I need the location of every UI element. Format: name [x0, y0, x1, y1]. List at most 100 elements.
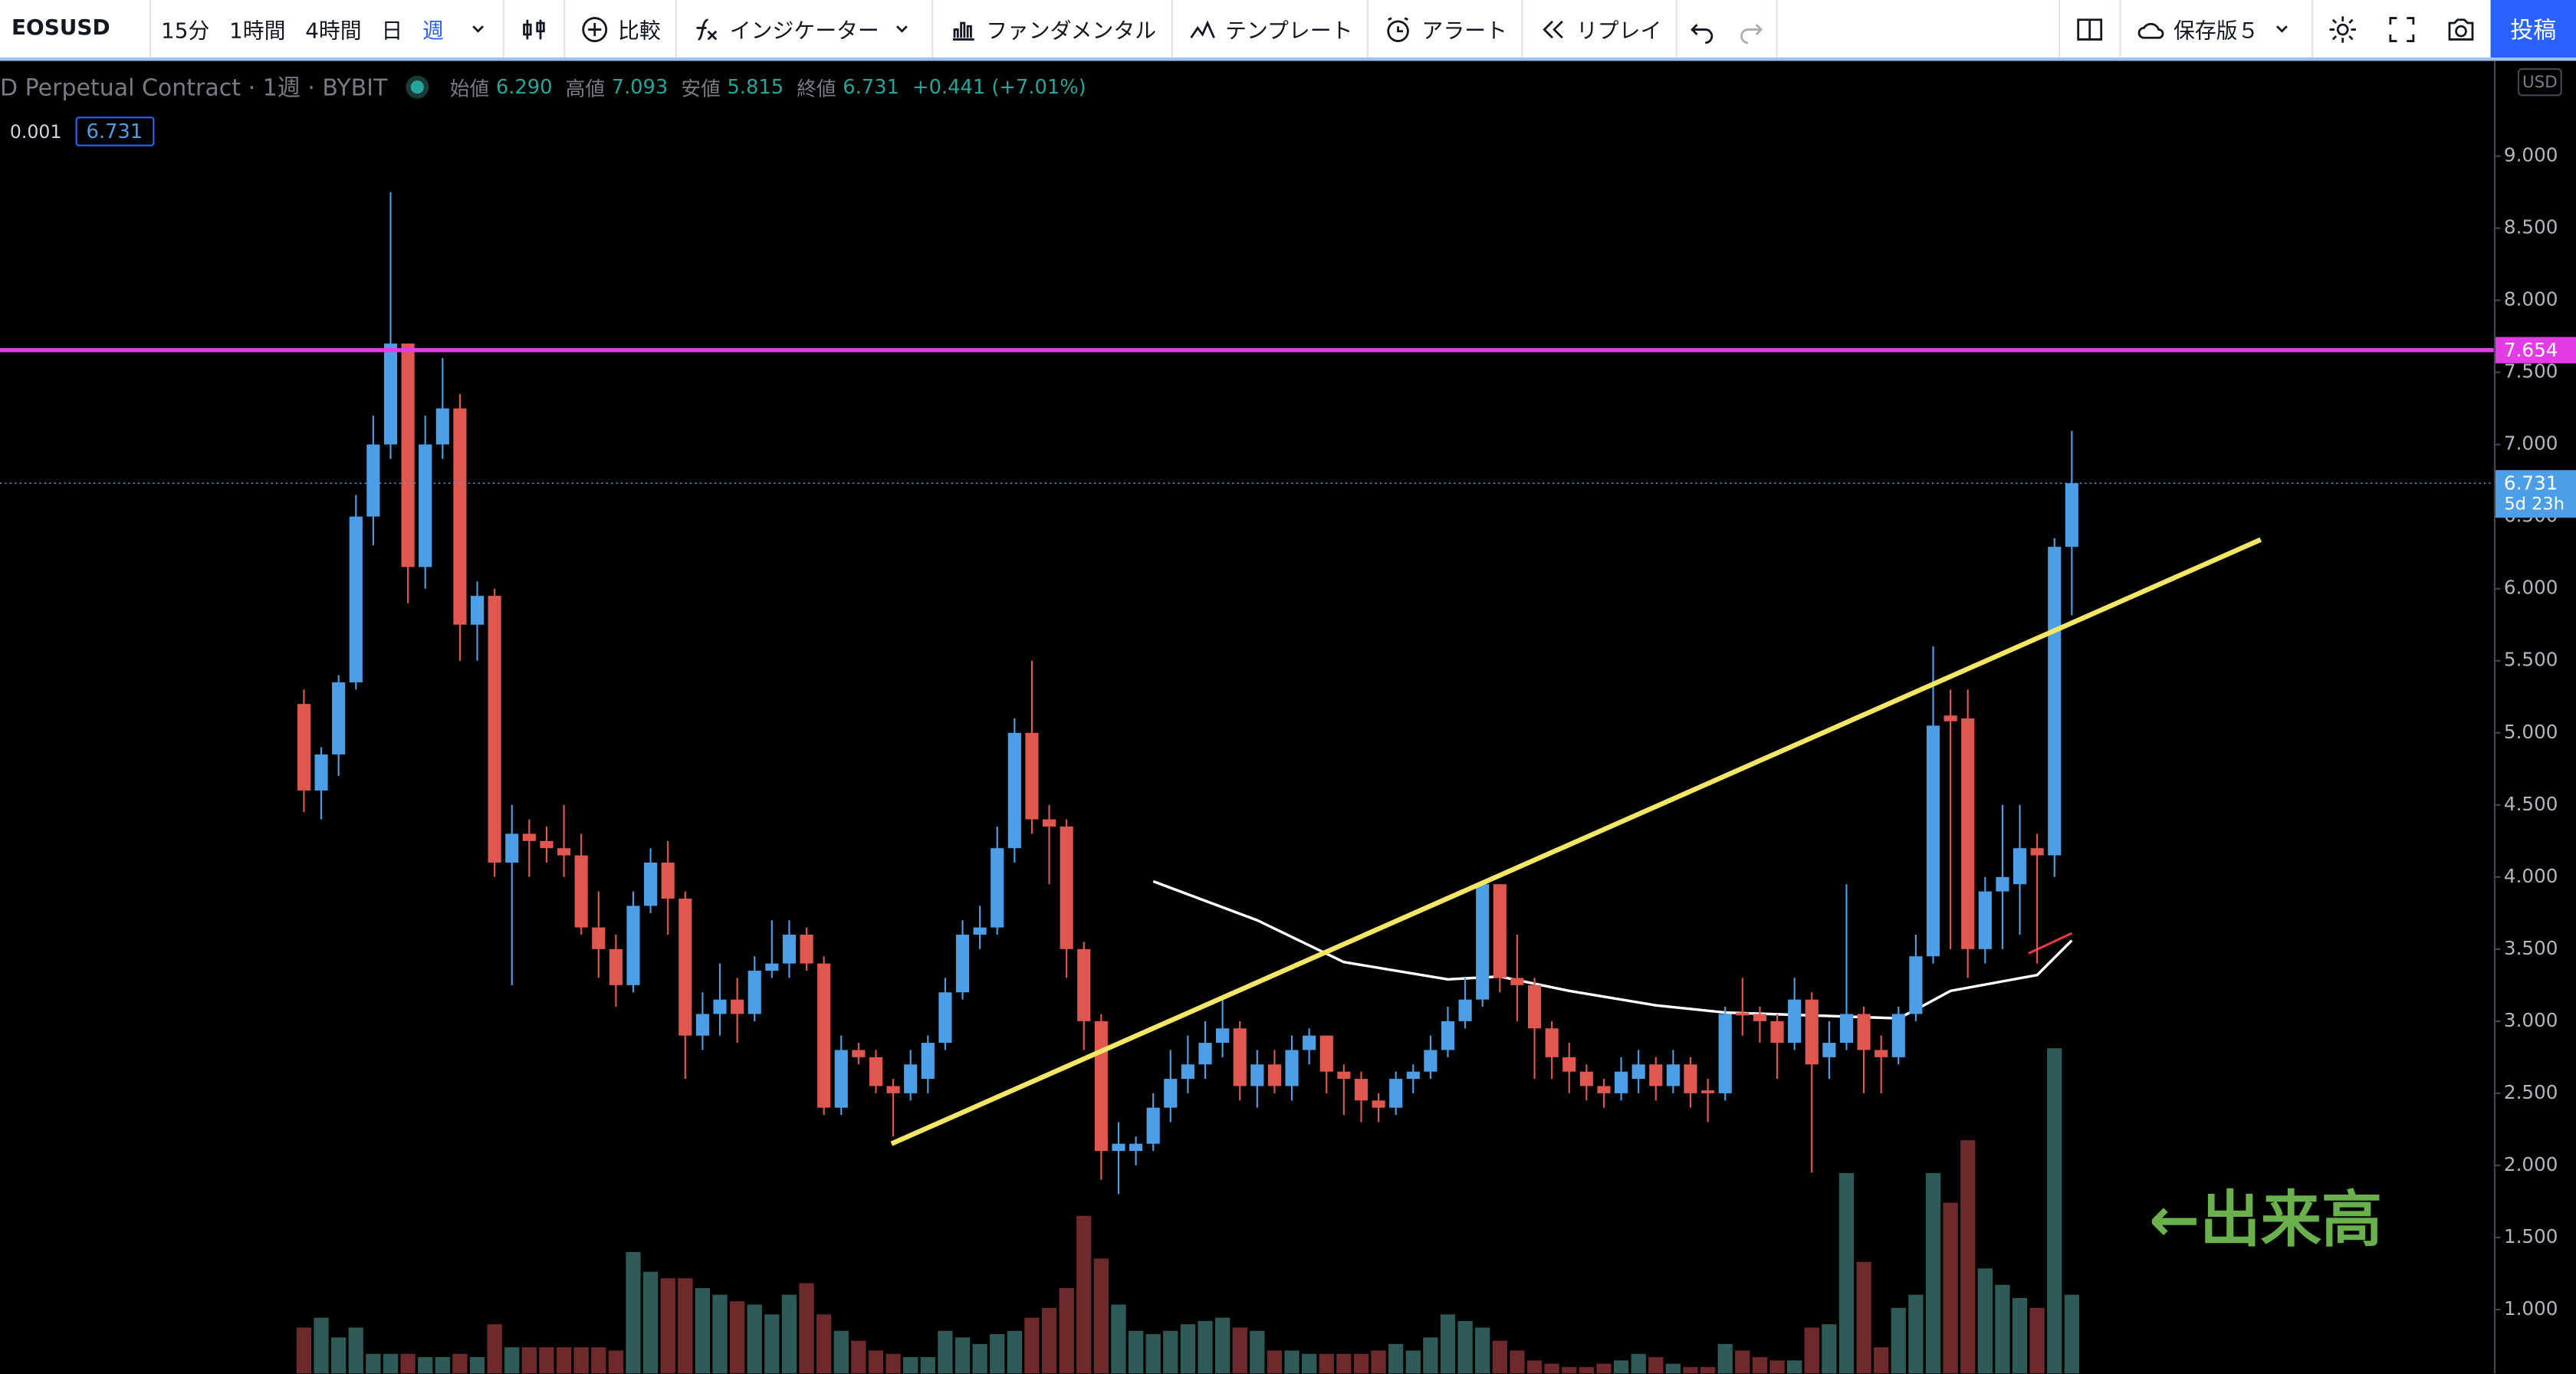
- candle-body: [1025, 732, 1039, 820]
- volume-bar: [418, 1357, 433, 1374]
- toolbar-label: インジケーター: [729, 19, 879, 44]
- y-tick-label: 1.000: [2504, 1297, 2558, 1320]
- candle-body: [1545, 1028, 1559, 1057]
- toolbar-button[interactable]: 比較: [565, 0, 675, 58]
- candle-body: [1060, 826, 1073, 949]
- snapshot[interactable]: [2431, 0, 2490, 58]
- volume-bar: [1526, 1360, 1543, 1374]
- volume-bar: [1683, 1366, 1698, 1374]
- candle-body: [470, 596, 485, 625]
- candle-body: [765, 963, 779, 971]
- candle-body: [713, 999, 727, 1014]
- volume-bar: [1665, 1363, 1681, 1374]
- separator: [564, 0, 566, 58]
- save-layout[interactable]: 保存版５: [2121, 0, 2312, 58]
- y-tick-label: 5.500: [2504, 649, 2558, 671]
- volume-bar: [1214, 1317, 1230, 1374]
- icon: [2077, 18, 2103, 40]
- volume-bar: [816, 1314, 832, 1374]
- volume-bar: [1822, 1324, 1837, 1374]
- volume-bar: [1024, 1317, 1040, 1374]
- moving-average: [2028, 932, 2072, 955]
- separator: [2312, 0, 2314, 58]
- candle-body: [435, 408, 449, 445]
- candle-body: [1181, 1064, 1194, 1080]
- separator: [1522, 0, 1524, 58]
- symbol[interactable]: EOSUSD: [12, 16, 110, 41]
- volume-bar: [920, 1357, 935, 1374]
- icon-shape: [2137, 21, 2164, 38]
- interval[interactable]: 週: [422, 19, 444, 44]
- volume-bar: [400, 1353, 416, 1374]
- interval[interactable]: 日: [381, 19, 403, 44]
- separator: [150, 0, 152, 58]
- toolbar-button[interactable]: ファンダメンタル: [934, 0, 1171, 58]
- redo[interactable]: [1727, 0, 1776, 58]
- toolbar-label: 比較: [618, 19, 661, 44]
- icon-shape: [2329, 15, 2356, 42]
- interval[interactable]: 1時間: [229, 19, 286, 44]
- candle-body: [2013, 848, 2027, 885]
- volume-bar: [521, 1347, 537, 1374]
- candle-body: [1839, 1014, 1854, 1044]
- volume-bar: [1544, 1363, 1559, 1374]
- candle-body: [1822, 1043, 1836, 1057]
- volume-bar: [2012, 1297, 2028, 1374]
- candle-body: [1718, 1014, 1732, 1093]
- volume-bar: [1353, 1353, 1369, 1374]
- candle-body: [644, 862, 658, 906]
- legend: D Perpetual Contract · 1週 · BYBIT 始値 6.29…: [0, 71, 1092, 146]
- candle-body: [540, 840, 554, 849]
- icon: [2137, 21, 2164, 38]
- interval-menu[interactable]: [454, 0, 503, 58]
- moving-average: [1152, 879, 2073, 1020]
- toolbar-label: テンプレート: [1225, 19, 1353, 44]
- candle-body: [1926, 725, 1940, 957]
- volume-bar: [1145, 1334, 1161, 1374]
- settings[interactable]: [2313, 0, 2372, 58]
- volume-bar: [1180, 1324, 1196, 1374]
- separator: [1367, 0, 1369, 58]
- toolbar-button[interactable]: リプレイ: [1523, 0, 1676, 58]
- candle-body: [1753, 1014, 1766, 1021]
- chart-type[interactable]: [504, 0, 564, 58]
- volume-bar: [1284, 1350, 1300, 1374]
- y-tick-label: 2.500: [2504, 1081, 2558, 1103]
- y-tick-label: 3.000: [2504, 1009, 2558, 1031]
- candle-body: [1493, 884, 1506, 978]
- candle-body: [748, 971, 761, 1014]
- toolbar-button[interactable]: インジケーター: [677, 0, 932, 58]
- icon: [1691, 23, 1714, 44]
- icon: [1543, 19, 1564, 38]
- toolbar-button[interactable]: アラート: [1369, 0, 1522, 58]
- icon: [2448, 18, 2474, 40]
- interval[interactable]: 15分: [161, 19, 210, 44]
- publish-button[interactable]: 投稿: [2490, 0, 2576, 58]
- price-tag: [2496, 337, 2576, 363]
- volume-bar: [1613, 1360, 1629, 1374]
- volume-bar: [1752, 1357, 1768, 1374]
- volume-bar: [678, 1278, 693, 1374]
- volume-bar: [1405, 1350, 1421, 1374]
- countdown: 5d 23h: [2504, 495, 2564, 514]
- icon-shape: [953, 21, 975, 40]
- candle-body: [1996, 876, 2009, 892]
- volume-bar: [1128, 1330, 1144, 1374]
- candle-body: [401, 344, 415, 567]
- layout-button[interactable]: [2060, 0, 2119, 58]
- candle-body: [1458, 999, 1472, 1021]
- candle-body: [852, 1050, 866, 1057]
- separator: [2119, 0, 2121, 58]
- candle-body: [1441, 1021, 1455, 1050]
- fullscreen[interactable]: [2372, 0, 2431, 58]
- candle-body: [869, 1057, 883, 1086]
- undo[interactable]: [1678, 0, 1727, 58]
- toolbar-button[interactable]: テンプレート: [1173, 0, 1368, 58]
- interval[interactable]: 4時間: [305, 19, 362, 44]
- volume-bar: [1250, 1330, 1265, 1374]
- candle-body: [921, 1043, 935, 1080]
- volume-bar: [1059, 1288, 1074, 1374]
- candle-body: [2048, 547, 2062, 856]
- candle-body: [782, 935, 796, 964]
- candle-body: [1857, 1014, 1871, 1050]
